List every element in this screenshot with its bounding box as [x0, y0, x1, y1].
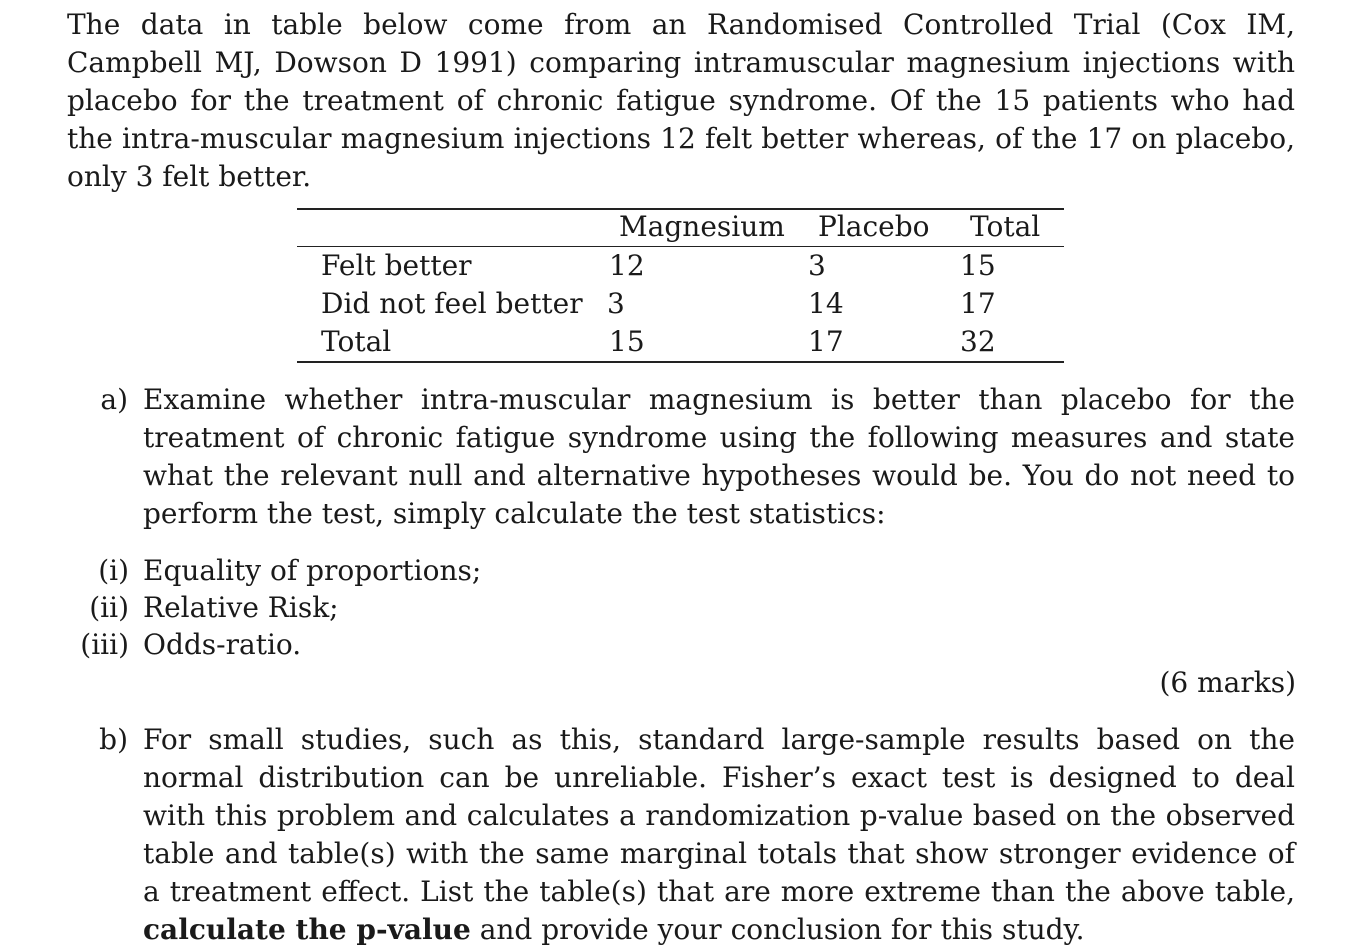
row-label-felt-better: Felt better [321, 249, 472, 282]
item-label: (i) [98, 554, 129, 587]
intro-paragraph: The data in table below come from an Ran… [67, 8, 1295, 193]
row-label-did-not-feel-better: Did not feel better [321, 287, 583, 320]
list-item: (iii) Odds-ratio. [67, 626, 301, 664]
item-label: (iii) [80, 628, 129, 661]
item-text: Odds-ratio. [143, 628, 302, 661]
header-placebo: Placebo [818, 210, 930, 243]
table-header-rule [297, 246, 1064, 247]
header-magnesium: Magnesium [619, 210, 785, 243]
part-b-text: For small studies, such as this, standar… [143, 721, 1295, 949]
item-label: (ii) [89, 591, 129, 624]
header-total: Total [970, 210, 1041, 243]
cell-total-placebo: 17 [808, 325, 844, 358]
cell-total-magnesium: 15 [609, 325, 645, 358]
list-item: (i) Equality of proportions; [67, 552, 481, 590]
cell-felt-better-total: 15 [960, 249, 996, 282]
contingency-table: Magnesium Placebo Total Felt better 12 3… [297, 208, 1064, 364]
marks-label: (6 marks) [1159, 666, 1296, 699]
table-top-rule [297, 208, 1064, 210]
list-item: (ii) Relative Risk; [67, 589, 339, 627]
part-b-text-start: For small studies, such as this, standar… [143, 723, 1295, 908]
row-label-total: Total [321, 325, 392, 358]
cell-total-total: 32 [960, 325, 996, 358]
cell-felt-better-placebo: 3 [808, 249, 826, 282]
part-b-text-end: and provide your conclusion for this stu… [470, 913, 1085, 946]
part-a-text: Examine whether intra-muscular magnesium… [143, 383, 1295, 530]
item-text: Relative Risk; [143, 591, 339, 624]
part-b-label: b) [99, 723, 128, 756]
item-text: Equality of proportions; [143, 554, 482, 587]
cell-not-better-magnesium: 3 [607, 287, 625, 320]
cell-not-better-total: 17 [960, 287, 996, 320]
cell-felt-better-magnesium: 12 [609, 249, 645, 282]
part-a-label: a) [100, 383, 128, 416]
table-bottom-rule [297, 361, 1064, 363]
part-b-bold-instruction: calculate the p-value [143, 913, 471, 946]
cell-not-better-placebo: 14 [808, 287, 844, 320]
